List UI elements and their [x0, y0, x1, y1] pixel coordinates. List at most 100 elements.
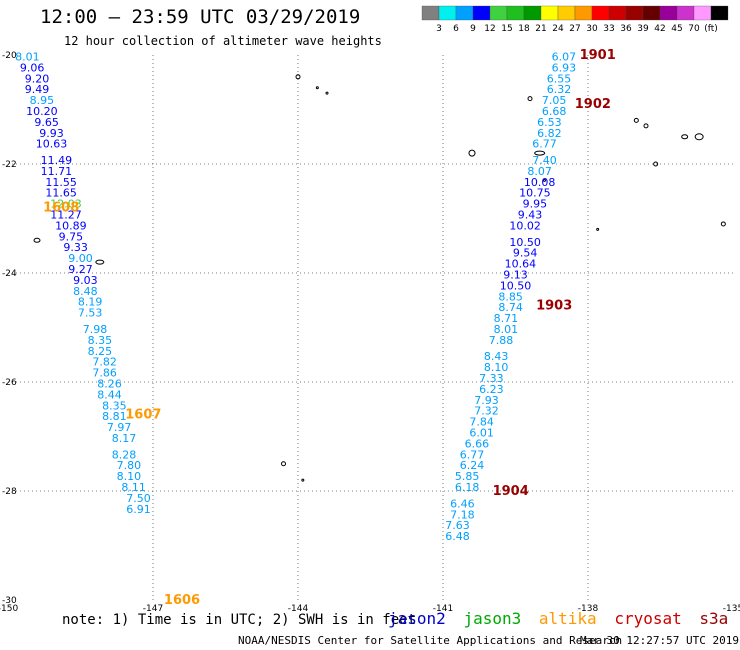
x-tick-label: -141: [433, 604, 453, 614]
swh-value: 10.08: [524, 176, 556, 189]
swh-value: 8.74: [498, 301, 523, 314]
swh-value: 7.88: [489, 334, 514, 347]
island-outline: [95, 259, 105, 265]
swh-value: 6.53: [537, 116, 562, 129]
swh-value: 10.50: [509, 236, 541, 249]
swh-value: 8.43: [484, 350, 509, 363]
swh-value: 6.46: [450, 497, 475, 510]
swh-value: 7.63: [445, 519, 470, 532]
swh-value: 6.93: [552, 61, 577, 74]
swh-value: 7.82: [92, 356, 117, 369]
y-tick-label: -24: [2, 269, 17, 279]
y-tick-label: -20: [2, 51, 17, 61]
pass-label: 1607: [125, 408, 161, 423]
island-outline: [468, 149, 476, 157]
pass-label: 1904: [493, 484, 529, 499]
swh-value: 9.54: [513, 247, 538, 260]
island-outline: [643, 123, 649, 129]
swh-value: 9.43: [518, 209, 543, 222]
swh-value: 6.82: [537, 127, 562, 140]
generated-timestamp: Mar 30 12:27:57 UTC 2019: [580, 634, 739, 647]
satellite-legend-jason2: jason2: [388, 609, 446, 628]
pass-label: 1903: [536, 299, 572, 314]
swh-value: 9.93: [39, 127, 64, 140]
color-swatch: [710, 5, 729, 21]
swh-value: 10.63: [36, 138, 68, 151]
island-outline: [527, 96, 533, 102]
island-outline: [301, 478, 305, 482]
swh-value: 8.17: [112, 432, 137, 445]
swh-value: 7.93: [474, 394, 499, 407]
x-tick-label: -147: [143, 604, 163, 614]
footer-note: note: 1) Time is in UTC; 2) SWH is in fe…: [62, 612, 417, 628]
color-scale-label: 15: [501, 24, 512, 34]
swh-value: 8.01: [15, 50, 40, 63]
pass-label: 1901: [580, 48, 616, 63]
island-outline: [33, 237, 41, 243]
island-outline: [720, 221, 726, 227]
swh-value: 9.75: [59, 230, 84, 243]
color-scale-label: 24: [552, 24, 564, 34]
swh-value: 8.11: [121, 481, 146, 494]
color-scale-label: 45: [671, 24, 682, 34]
swh-value: 10.50: [500, 279, 532, 292]
swh-value: 8.35: [102, 399, 127, 412]
island-outline: [325, 91, 329, 95]
swh-value: 12.03: [50, 198, 82, 211]
swh-value: 7.33: [479, 372, 504, 385]
swh-value: 8.44: [97, 388, 122, 401]
swh-value: 10.89: [55, 219, 87, 232]
satellite-legend-cryosat: cryosat: [614, 609, 682, 628]
color-scale-label: 36: [620, 24, 632, 34]
y-tick-label: -30: [2, 596, 17, 606]
color-scale-label: 12: [484, 24, 495, 34]
swh-value: 9.20: [25, 72, 50, 85]
color-scale-label: 70: [688, 24, 700, 34]
color-scale-label: 39: [637, 24, 649, 34]
swh-value: 11.71: [41, 165, 73, 178]
swh-value: 6.18: [455, 481, 480, 494]
swh-value: 6.48: [445, 530, 470, 543]
page-subtitle: 12 hour collection of altimeter wave hei…: [64, 34, 382, 48]
swh-value: 6.07: [552, 50, 577, 63]
swh-value: 8.71: [494, 312, 519, 325]
color-scale-legend: 3 6 9 12 15 18 21 24 27 30 33 36 39 42 45 70 (ft): [421, 5, 729, 34]
swh-value: 11.27: [50, 209, 82, 222]
island-outline: [534, 150, 546, 156]
y-tick-label: -26: [2, 378, 17, 388]
color-scale-label: 3: [436, 24, 442, 34]
swh-value: 8.07: [527, 165, 552, 178]
swh-value: 6.77: [460, 448, 485, 461]
swh-value: 9.33: [63, 241, 88, 254]
pass-label: 1608: [43, 201, 79, 216]
swh-value: 6.66: [465, 437, 490, 450]
island-outline: [281, 461, 286, 467]
x-tick-label: -135: [723, 604, 740, 614]
swh-value: 9.13: [503, 268, 528, 281]
color-scale-label: (ft): [704, 24, 718, 34]
swh-value: 7.53: [78, 307, 103, 320]
swh-value: 9.06: [20, 61, 45, 74]
page-title: 12:00 — 23:59 UTC 03/29/2019: [40, 6, 361, 28]
swh-value: 7.86: [92, 367, 117, 380]
swh-value: 6.24: [460, 459, 485, 472]
color-scale-label: 30: [586, 24, 598, 34]
swh-value: 9.27: [68, 263, 93, 276]
swh-value: 5.85: [455, 470, 480, 483]
swh-value: 7.05: [542, 94, 567, 107]
satellite-legend: jason2 jason3 altika cryosat s3a: [388, 609, 736, 628]
swh-value: 9.03: [73, 274, 98, 287]
swh-value: 7.40: [532, 154, 557, 167]
swh-value: 8.01: [494, 323, 519, 336]
swh-value: 6.01: [469, 427, 494, 440]
swh-value: 6.77: [532, 138, 557, 151]
satellite-legend-altika: altika: [538, 609, 597, 628]
swh-value: 9.95: [523, 198, 548, 211]
swh-value: 9.49: [25, 83, 50, 96]
swh-value: 7.80: [117, 459, 142, 472]
swh-value: 6.55: [547, 72, 572, 85]
pass-label: 1606: [164, 593, 200, 608]
y-tick-label: -22: [2, 160, 17, 170]
